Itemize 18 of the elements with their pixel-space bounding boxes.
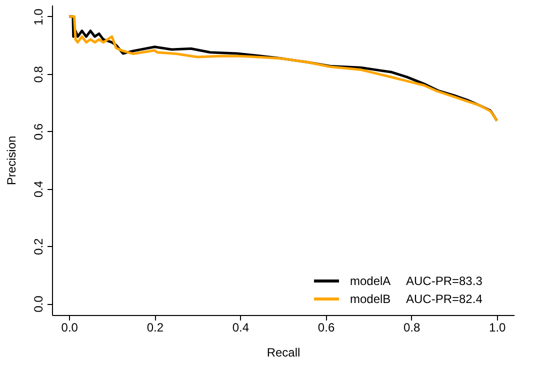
x-tick-label: 0.8 xyxy=(403,320,420,334)
annotation: AUC-PR=82.4 xyxy=(406,292,483,306)
x-tick-label: 1.0 xyxy=(489,320,506,334)
legend-label: modelA xyxy=(350,274,391,288)
x-tick-label: 0.2 xyxy=(146,320,164,334)
y-tick-label: 1.0 xyxy=(32,8,46,26)
x-tick-label: 0.0 xyxy=(61,320,78,334)
y-axis-title: Precision xyxy=(4,136,18,186)
legend-label: modelB xyxy=(350,292,391,306)
y-tick-label: 0.0 xyxy=(32,295,46,312)
y-tick-label: 0.6 xyxy=(32,123,46,140)
x-axis-title: Recall xyxy=(266,346,300,360)
y-tick-label: 0.2 xyxy=(32,238,46,255)
x-tick-label: 0.4 xyxy=(232,320,250,334)
annotation: AUC-PR=83.3 xyxy=(406,274,483,288)
y-tick-label: 0.4 xyxy=(32,180,46,198)
y-tick-label: 0.8 xyxy=(32,66,46,83)
x-tick-label: 0.6 xyxy=(318,320,335,334)
